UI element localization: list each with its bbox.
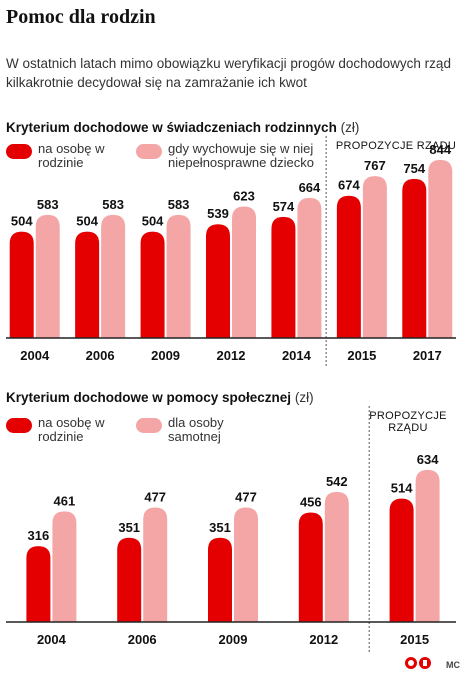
chart2-legend-label-2: dla osoby samotnej (168, 415, 224, 444)
chart2-legend-swatch-pink (136, 418, 162, 433)
chart2-bar-red-2004 (26, 546, 51, 622)
chart2-value-label: 351 (118, 520, 140, 535)
chart1-bar-pink-2014 (297, 197, 322, 338)
publisher-logo-icon (405, 657, 431, 669)
chart1-value-label: 504 (11, 214, 33, 229)
chart2-proposal-label: PROPOZYCJE RZĄDU (369, 410, 447, 434)
chart2-value-label: 634 (417, 452, 439, 467)
chart1-bar-pink-2015 (362, 176, 387, 338)
chart2-value-label: 456 (300, 495, 322, 510)
chart1-title: Kryterium dochodowe w świadczeniach rodz… (6, 120, 359, 135)
chart2-bar-pink-2012 (324, 491, 349, 622)
chart1-tick-label: 2012 (217, 348, 246, 363)
chart2-value-label: 477 (235, 490, 257, 505)
chart1-proposal-label: PROPOZYCJE RZĄDU (335, 140, 457, 152)
chart2-bar-red-2009 (208, 537, 232, 622)
chart1-value-label: 674 (338, 178, 360, 193)
chart1-bar-red-2015 (336, 195, 361, 338)
chart2-svg: 316 461 2004 351 477 2006 351 477 2009 456 542 2012… (6, 406, 456, 652)
chart1-bar-red-2009 (140, 231, 165, 338)
chart2-bar-pink-2015 (415, 469, 440, 622)
chart1-value-label: 539 (207, 206, 229, 221)
chart2-legend-swatch-red (6, 418, 32, 433)
chart1-tick-label: 2015 (347, 348, 376, 363)
chart1-value-label: 583 (168, 197, 190, 212)
chart2-title: Kryterium dochodowe w pomocy społecznej … (6, 390, 314, 405)
chart1-tick-label: 2004 (20, 348, 50, 363)
chart1-value-label: 844 (429, 142, 451, 157)
chart2-value-label: 316 (28, 528, 50, 543)
chart1-legend-label-2: gdy wychowuje się w niej niepełnosprawne… (168, 141, 314, 170)
chart1-tick-label: 2014 (282, 348, 312, 363)
chart2-bar-pink-2006 (143, 507, 168, 622)
chart2-bar-red-2006 (117, 537, 142, 622)
chart1-tick-label: 2009 (151, 348, 180, 363)
chart1-bar-red-2006 (75, 231, 100, 338)
chart1-legend-label-1: na osobę w rodzinie (38, 141, 105, 170)
chart1-value-label: 574 (273, 199, 295, 214)
chart1-value-label: 623 (233, 188, 255, 203)
chart1-value-label: 664 (299, 180, 321, 195)
chart1-value-label: 583 (37, 197, 59, 212)
chart2-bar-pink-2009 (234, 507, 258, 622)
chart1-bar-pink-2004 (35, 214, 60, 338)
chart2-tick-label: 2012 (309, 632, 338, 647)
chart2-value-label: 461 (54, 493, 76, 508)
page-title: Pomoc dla rodzin (6, 6, 156, 28)
chart2-title-text: Kryterium dochodowe w pomocy społecznej (6, 390, 292, 405)
chart1-value-label: 504 (142, 214, 164, 229)
chart1-bar-red-2004 (9, 231, 34, 338)
chart2-tick-label: 2004 (37, 632, 67, 647)
chart2-bar-pink-2004 (52, 511, 77, 622)
chart1-bar-red-2012 (206, 224, 230, 338)
chart1-svg: 504 583 2004 504 583 2006 504 583 2009 539 623 2012… (6, 136, 456, 368)
chart2-unit: (zł) (294, 390, 314, 405)
chart1-value-label: 504 (76, 214, 98, 229)
chart2-value-label: 477 (144, 490, 166, 505)
chart2-value-label: 514 (391, 481, 413, 496)
chart1-bar-pink-2017 (428, 159, 453, 338)
chart2-tick-label: 2009 (219, 632, 248, 647)
chart1-legend-swatch-pink (136, 144, 162, 159)
chart1-tick-label: 2017 (413, 348, 442, 363)
chart2-bar-red-2012 (298, 512, 323, 622)
chart1-bar-pink-2009 (166, 214, 191, 338)
chart2-value-label: 542 (326, 474, 348, 489)
intro-text: W ostatnich latach mimo obowiązku weryfi… (6, 56, 451, 90)
chart1-bar-pink-2012 (232, 206, 256, 338)
chart1-bar-red-2014 (271, 216, 296, 338)
chart1-legend-swatch-red (6, 144, 32, 159)
author-signature: MC (446, 660, 460, 670)
chart1-value-label: 583 (102, 197, 124, 212)
chart1-title-text: Kryterium dochodowe w świadczeniach rodz… (6, 120, 337, 135)
chart2-tick-label: 2015 (400, 632, 429, 647)
chart1-unit: (zł) (340, 120, 360, 135)
chart1-bar-red-2017 (402, 178, 427, 338)
chart1-tick-label: 2006 (86, 348, 115, 363)
chart2-legend-label-1: na osobę w rodzinie (38, 415, 105, 444)
chart2-bar-red-2015 (389, 498, 414, 622)
chart1-bar-pink-2006 (101, 214, 126, 338)
chart2-tick-label: 2006 (128, 632, 157, 647)
chart1-value-label: 754 (403, 161, 425, 176)
chart2-value-label: 351 (209, 520, 231, 535)
chart1-value-label: 767 (364, 158, 386, 173)
